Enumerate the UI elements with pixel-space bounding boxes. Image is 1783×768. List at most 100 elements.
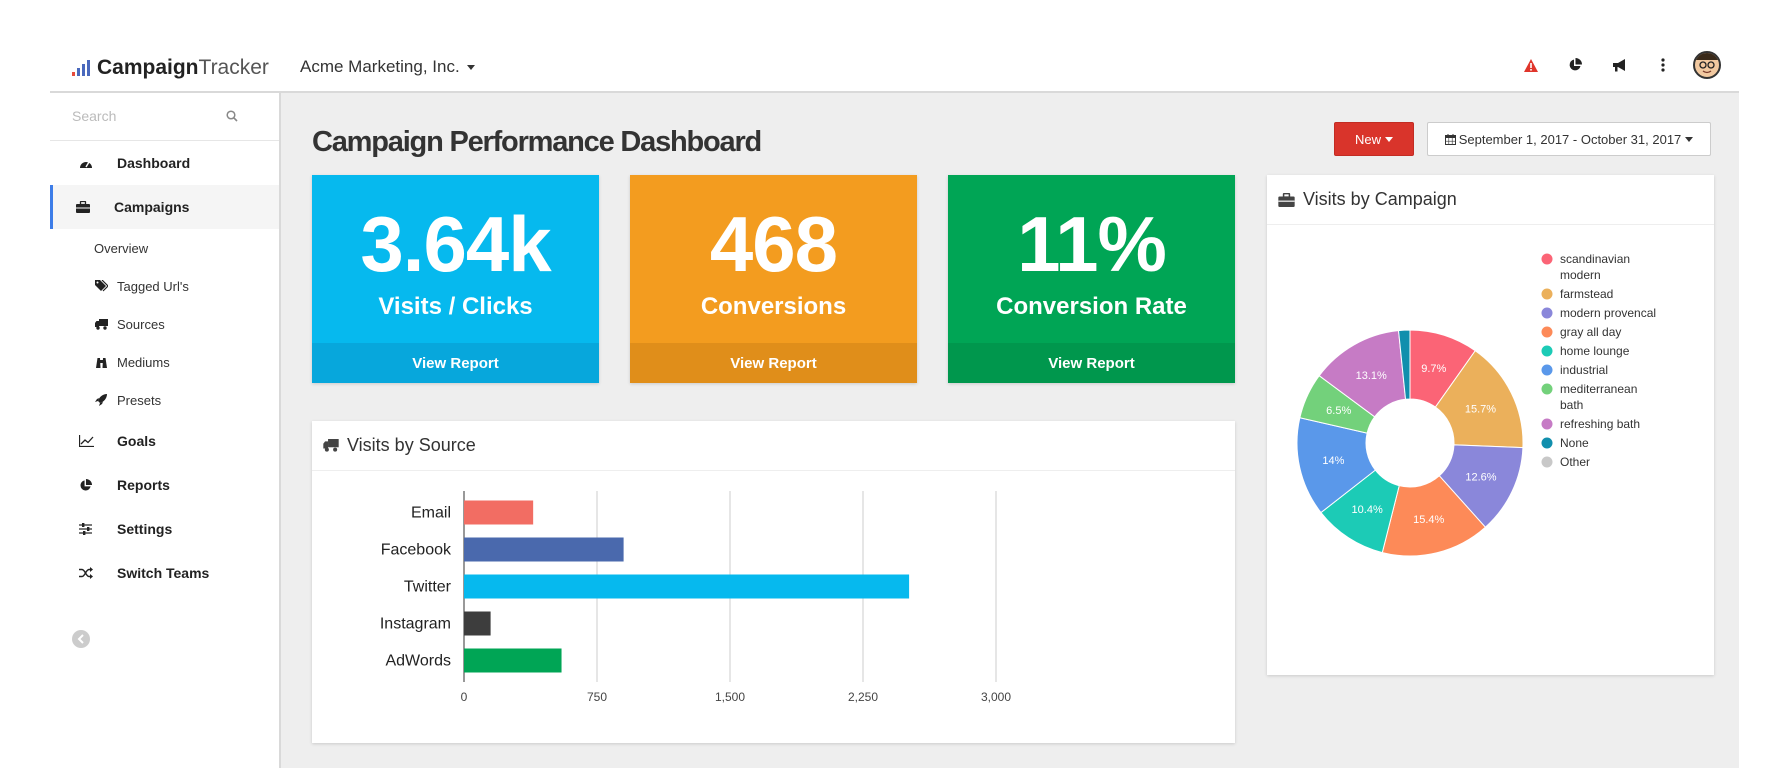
- pie-slice-label: 9.7%: [1421, 363, 1446, 375]
- pie-slice-farmstead[interactable]: [1434, 350, 1524, 449]
- bullhorn-icon[interactable]: [1597, 48, 1641, 82]
- view-report-link[interactable]: View Report: [630, 343, 917, 383]
- chevron-left-icon: [77, 634, 84, 644]
- legend-label[interactable]: home lounge: [1560, 344, 1630, 358]
- org-name: Acme Marketing, Inc.: [300, 57, 460, 76]
- legend-label[interactable]: None: [1560, 436, 1589, 450]
- briefcase-icon: [1278, 192, 1295, 207]
- logo-bars-icon: [72, 60, 90, 76]
- legend-swatch: [1541, 345, 1553, 357]
- sidebar-search: [50, 93, 279, 141]
- legend-label[interactable]: scandinavian: [1560, 252, 1630, 266]
- panel-title: Visits by Source: [347, 435, 476, 455]
- sidebar-item-switch-teams[interactable]: Switch Teams: [50, 551, 279, 595]
- date-range-picker[interactable]: September 1, 2017 - October 31, 2017: [1427, 122, 1711, 156]
- main-content: Campaign Performance Dashboard New Septe…: [281, 93, 1739, 768]
- app-logo[interactable]: Campaign Tracker: [72, 56, 269, 80]
- sidebar-item-dashboard[interactable]: Dashboard: [50, 141, 279, 185]
- visits-by-source-panel: Visits by Source 0 750 1,500 2,250 3,000 Emai…: [312, 421, 1235, 743]
- bar-instagram[interactable]: [464, 611, 491, 636]
- caret-down-icon: [1685, 136, 1694, 142]
- sidebar-subitem-overview[interactable]: Overview: [50, 229, 279, 267]
- new-button-label: New: [1354, 131, 1381, 147]
- legend-label[interactable]: refreshing bath: [1560, 417, 1640, 431]
- org-switcher-dropdown[interactable]: Acme Marketing, Inc.: [300, 57, 475, 77]
- pie-slice-label: 14%: [1322, 455, 1344, 467]
- truck-icon: [323, 439, 339, 452]
- search-input[interactable]: [72, 108, 222, 124]
- legend-label[interactable]: modern: [1560, 268, 1601, 282]
- sidebar-subitem-label: Mediums: [117, 354, 170, 370]
- legend-swatch: [1541, 253, 1553, 265]
- legend-label[interactable]: gray all day: [1560, 325, 1621, 339]
- sidebar-item-label: Dashboard: [117, 155, 191, 171]
- stat-value: 11%: [1017, 200, 1167, 288]
- pie-chart-icon: [79, 478, 109, 492]
- legend-label[interactable]: Other: [1560, 455, 1590, 469]
- sidebar-item-campaigns[interactable]: Campaigns: [50, 185, 279, 229]
- bar-category-label: Instagram: [380, 616, 451, 633]
- sidebar-subitem-tagged-urls[interactable]: Tagged Url's: [50, 267, 279, 305]
- sidebar-item-label: Goals: [117, 433, 156, 449]
- sidebar-item-label: Campaigns: [114, 199, 190, 215]
- stat-label: Conversion Rate: [996, 293, 1187, 320]
- line-chart-icon: [79, 435, 109, 447]
- view-report-link[interactable]: View Report: [948, 343, 1235, 383]
- pie-slice-label: 15.7%: [1465, 403, 1496, 415]
- sidebar-item-label: Switch Teams: [117, 565, 210, 581]
- bar-facebook[interactable]: [464, 537, 624, 562]
- sidebar-subitem-label: Tagged Url's: [117, 278, 189, 294]
- user-avatar[interactable]: [1685, 48, 1729, 82]
- sliders-icon: [79, 523, 109, 535]
- calendar-icon: [1444, 133, 1456, 145]
- stat-card-visits: 3.64k Visits / Clicks View Report: [312, 175, 599, 383]
- stat-card-conversions: 468 Conversions View Report: [630, 175, 917, 383]
- sidebar-item-goals[interactable]: Goals: [50, 419, 279, 463]
- sidebar-subitem-mediums[interactable]: Mediums: [50, 343, 279, 381]
- search-icon[interactable]: [226, 109, 238, 127]
- date-range-text: September 1, 2017 - October 31, 2017: [1458, 131, 1682, 147]
- new-button[interactable]: New: [1334, 122, 1414, 156]
- sidebar-collapse-button[interactable]: [72, 630, 90, 648]
- legend-swatch: [1541, 307, 1553, 319]
- pie-slice-gray-all-day[interactable]: [1381, 475, 1487, 557]
- legend-label[interactable]: mediterranean: [1560, 382, 1637, 396]
- bar-email[interactable]: [464, 500, 534, 525]
- sidebar-subitem-label: Sources: [117, 316, 165, 332]
- x-tick-label: 0: [461, 690, 468, 704]
- sidebar-subitem-sources[interactable]: Sources: [50, 305, 279, 343]
- bar-adwords[interactable]: [464, 648, 562, 673]
- sidebar-item-label: Settings: [117, 521, 173, 537]
- legend-label[interactable]: modern provencal: [1560, 306, 1656, 320]
- random-icon: [79, 567, 109, 579]
- caret-down-icon: [1385, 136, 1393, 142]
- legend-label[interactable]: bath: [1560, 398, 1583, 412]
- visits-by-campaign-chart: 9.7% 15.7% 12.6% 15.4% 10.4% 14% 6.5% 13.1% scan…: [1296, 252, 1656, 557]
- legend-swatch: [1541, 364, 1553, 376]
- alert-icon[interactable]: [1509, 48, 1553, 82]
- bar-twitter[interactable]: [464, 574, 910, 599]
- panel-title: Visits by Campaign: [1303, 189, 1457, 209]
- sidebar-subitem-presets[interactable]: Presets: [50, 381, 279, 419]
- legend-label[interactable]: industrial: [1560, 363, 1608, 377]
- legend-swatch: [1541, 326, 1553, 338]
- legend-label[interactable]: farmstead: [1560, 287, 1613, 301]
- truck-icon: [95, 318, 117, 330]
- stat-value: 468: [709, 200, 838, 288]
- x-tick-label: 1,500: [715, 690, 745, 704]
- bar-category-label: AdWords: [385, 653, 451, 670]
- briefcase-icon: [76, 201, 106, 213]
- stat-label: Conversions: [700, 293, 847, 320]
- pie-slice-none[interactable]: [1397, 329, 1411, 400]
- panel-header: Visits by Campaign: [1267, 175, 1714, 225]
- more-vertical-icon[interactable]: [1641, 48, 1685, 82]
- sidebar-item-reports[interactable]: Reports: [50, 463, 279, 507]
- sidebar-item-settings[interactable]: Settings: [50, 507, 279, 551]
- pie-slice-label: 12.6%: [1465, 472, 1496, 484]
- legend-swatch: [1541, 288, 1553, 300]
- pie-slice-label: 13.1%: [1356, 370, 1387, 382]
- sidebar-subitem-label: Overview: [94, 240, 149, 256]
- pie-chart-icon[interactable]: [1553, 48, 1597, 82]
- tags-icon: [95, 280, 117, 292]
- view-report-link[interactable]: View Report: [312, 343, 599, 383]
